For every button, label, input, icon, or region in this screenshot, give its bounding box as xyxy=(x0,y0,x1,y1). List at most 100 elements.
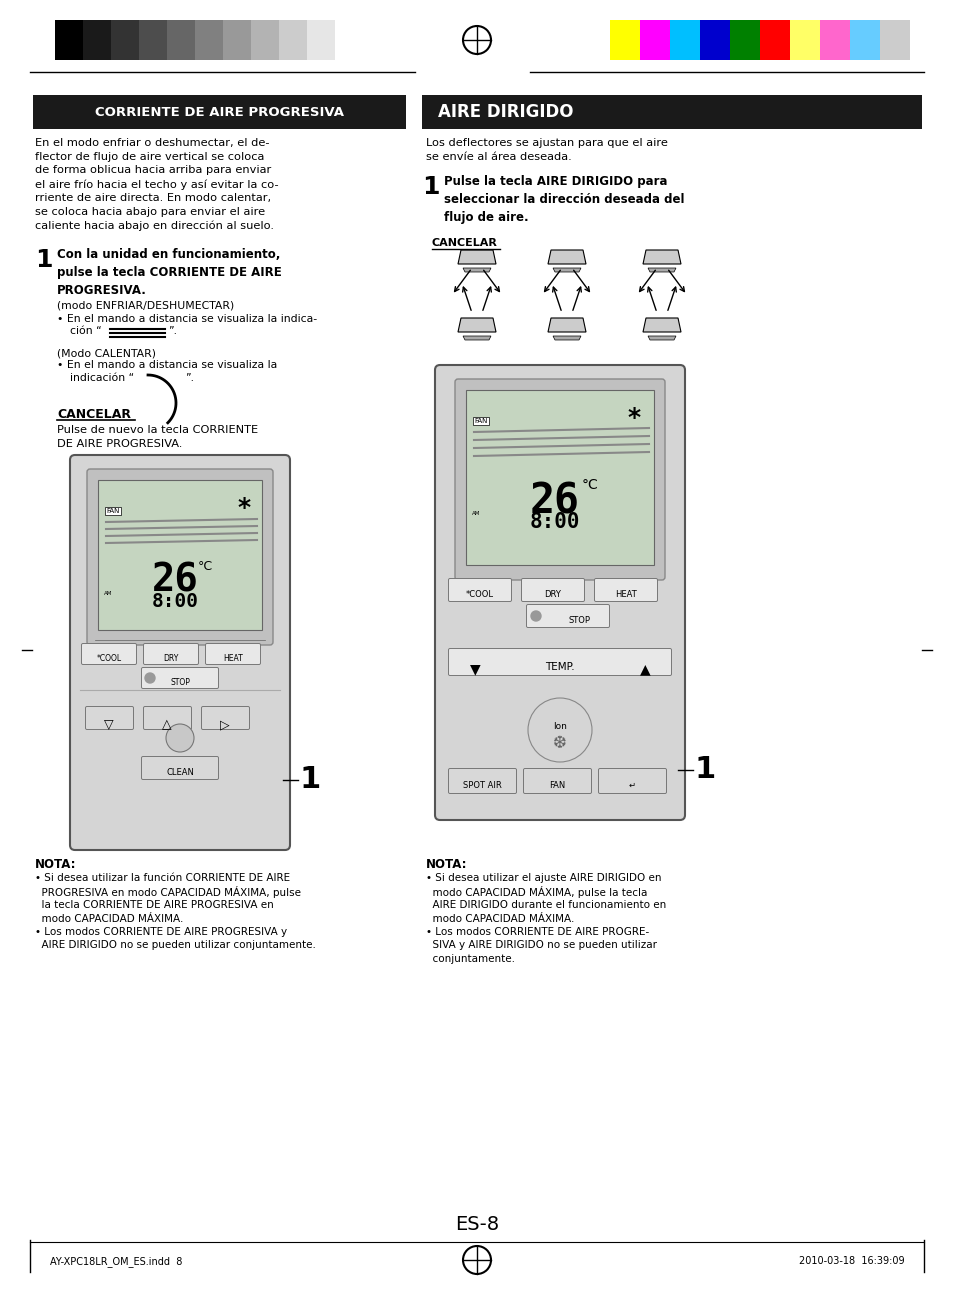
Text: ▷: ▷ xyxy=(220,719,230,730)
FancyBboxPatch shape xyxy=(81,644,136,665)
Bar xyxy=(98,480,262,630)
Text: ción “: ción “ xyxy=(70,326,102,336)
Text: • Los modos CORRIENTE DE AIRE PROGRESIVA y: • Los modos CORRIENTE DE AIRE PROGRESIVA… xyxy=(35,927,287,937)
Text: modo CAPACIDAD MÁXIMA.: modo CAPACIDAD MÁXIMA. xyxy=(35,914,183,924)
FancyBboxPatch shape xyxy=(598,768,666,793)
Text: 1: 1 xyxy=(695,755,716,784)
Text: 1: 1 xyxy=(35,247,52,272)
Text: ”.: ”. xyxy=(168,326,177,336)
Text: AIRE DIRIGIDO: AIRE DIRIGIDO xyxy=(437,103,573,120)
Text: STOP: STOP xyxy=(568,617,590,624)
Bar xyxy=(669,20,700,60)
Text: • Si desea utilizar el ajuste AIRE DIRIGIDO en: • Si desea utilizar el ajuste AIRE DIRIG… xyxy=(426,873,660,884)
FancyBboxPatch shape xyxy=(521,579,584,602)
Text: Pulse de nuevo la tecla CORRIENTE
DE AIRE PROGRESIVA.: Pulse de nuevo la tecla CORRIENTE DE AIR… xyxy=(57,425,258,449)
Text: 1: 1 xyxy=(421,175,439,199)
Text: 8:00: 8:00 xyxy=(529,512,579,531)
Bar xyxy=(335,20,363,60)
FancyBboxPatch shape xyxy=(594,579,657,602)
Text: modo CAPACIDAD MÁXIMA, pulse la tecla: modo CAPACIDAD MÁXIMA, pulse la tecla xyxy=(426,886,647,898)
Circle shape xyxy=(527,698,592,762)
FancyBboxPatch shape xyxy=(86,707,133,729)
Text: TEMP.: TEMP. xyxy=(544,662,575,672)
Text: °C: °C xyxy=(198,560,213,573)
Bar xyxy=(789,20,820,60)
Bar xyxy=(421,96,921,130)
FancyBboxPatch shape xyxy=(448,579,511,602)
Text: ▼: ▼ xyxy=(469,662,479,675)
Text: ES-8: ES-8 xyxy=(455,1215,498,1234)
Text: 8:00: 8:00 xyxy=(152,592,198,611)
Circle shape xyxy=(145,673,154,683)
Bar xyxy=(167,20,194,60)
Text: °C: °C xyxy=(581,478,598,492)
FancyBboxPatch shape xyxy=(87,469,273,645)
Bar xyxy=(33,96,406,130)
Text: AIRE DIRIGIDO durante el funcionamiento en: AIRE DIRIGIDO durante el funcionamiento … xyxy=(426,901,665,910)
Text: ↵: ↵ xyxy=(628,781,635,791)
Bar xyxy=(194,20,223,60)
Text: ▽: ▽ xyxy=(104,719,113,730)
Bar xyxy=(251,20,278,60)
Polygon shape xyxy=(547,318,585,332)
FancyBboxPatch shape xyxy=(201,707,250,729)
Bar xyxy=(879,20,909,60)
Bar xyxy=(700,20,729,60)
Text: ▲: ▲ xyxy=(639,662,650,675)
Text: 1: 1 xyxy=(299,764,321,795)
Text: NOTA:: NOTA: xyxy=(426,857,467,870)
Text: HEAT: HEAT xyxy=(223,654,243,662)
Circle shape xyxy=(531,611,540,620)
Bar xyxy=(465,390,654,565)
Text: (Modo CALENTAR): (Modo CALENTAR) xyxy=(57,348,156,357)
Text: indicación “: indicación “ xyxy=(70,373,134,384)
Text: △: △ xyxy=(162,719,172,730)
Text: Los deflectores se ajustan para que el aire
se envíe al área deseada.: Los deflectores se ajustan para que el a… xyxy=(426,137,667,161)
Text: AM: AM xyxy=(104,590,112,596)
Bar xyxy=(83,20,111,60)
Text: ❆: ❆ xyxy=(553,734,566,751)
Text: Pulse la tecla AIRE DIRIGIDO para
seleccionar la dirección deseada del
flujo de : Pulse la tecla AIRE DIRIGIDO para selecc… xyxy=(443,175,684,224)
FancyBboxPatch shape xyxy=(526,605,609,627)
Text: STOP: STOP xyxy=(170,678,190,687)
Text: ”.: ”. xyxy=(185,373,193,384)
Bar xyxy=(111,20,139,60)
FancyBboxPatch shape xyxy=(448,768,516,793)
Text: (modo ENFRIAR/DESHUMECTAR): (modo ENFRIAR/DESHUMECTAR) xyxy=(57,300,234,310)
FancyBboxPatch shape xyxy=(435,365,684,819)
Text: • En el mando a distancia se visualiza la: • En el mando a distancia se visualiza l… xyxy=(57,360,277,370)
Text: modo CAPACIDAD MÁXIMA.: modo CAPACIDAD MÁXIMA. xyxy=(426,914,574,924)
Polygon shape xyxy=(462,336,491,340)
Polygon shape xyxy=(547,250,585,264)
Text: DRY: DRY xyxy=(163,654,178,662)
FancyBboxPatch shape xyxy=(455,380,664,580)
Bar xyxy=(307,20,335,60)
Polygon shape xyxy=(462,268,491,272)
Bar xyxy=(760,20,789,60)
Polygon shape xyxy=(642,318,680,332)
Text: CANCELAR: CANCELAR xyxy=(432,238,497,247)
Polygon shape xyxy=(647,268,676,272)
Polygon shape xyxy=(553,336,580,340)
Text: SIVA y AIRE DIRIGIDO no se pueden utilizar: SIVA y AIRE DIRIGIDO no se pueden utiliz… xyxy=(426,940,657,950)
Text: HEAT: HEAT xyxy=(615,590,637,600)
Text: Con la unidad en funcionamiento,
pulse la tecla CORRIENTE DE AIRE
PROGRESIVA.: Con la unidad en funcionamiento, pulse l… xyxy=(57,247,281,297)
Bar xyxy=(278,20,307,60)
FancyBboxPatch shape xyxy=(523,768,591,793)
FancyBboxPatch shape xyxy=(143,644,198,665)
Text: CLEAN: CLEAN xyxy=(166,768,193,778)
Text: FAN: FAN xyxy=(474,418,487,424)
Text: AIRE DIRIGIDO no se pueden utilizar conjuntamente.: AIRE DIRIGIDO no se pueden utilizar conj… xyxy=(35,940,315,950)
FancyBboxPatch shape xyxy=(141,668,218,689)
Text: DRY: DRY xyxy=(544,590,561,600)
Text: 2010-03-18  16:39:09: 2010-03-18 16:39:09 xyxy=(799,1257,904,1266)
Text: • Si desea utilizar la función CORRIENTE DE AIRE: • Si desea utilizar la función CORRIENTE… xyxy=(35,873,290,884)
Text: AM: AM xyxy=(472,511,480,516)
Text: *: * xyxy=(237,496,251,520)
Text: *COOL: *COOL xyxy=(96,654,121,662)
FancyBboxPatch shape xyxy=(141,757,218,779)
Bar xyxy=(139,20,167,60)
Text: AY-XPC18LR_OM_ES.indd  8: AY-XPC18LR_OM_ES.indd 8 xyxy=(50,1257,182,1267)
Bar xyxy=(223,20,251,60)
Text: 26: 26 xyxy=(152,562,198,600)
